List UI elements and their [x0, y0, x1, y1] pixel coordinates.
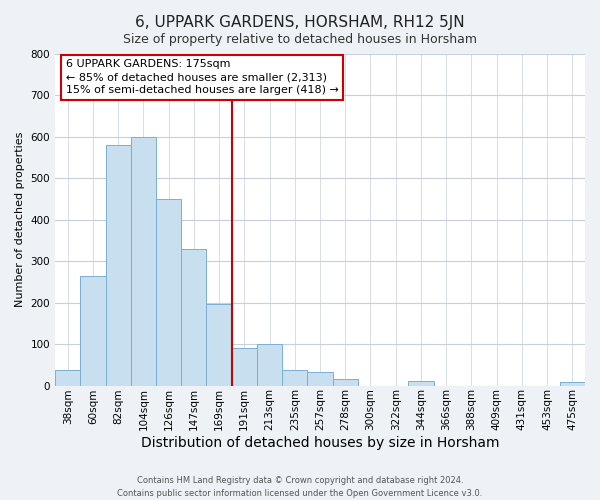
- Bar: [307, 372, 332, 386]
- Bar: [181, 249, 206, 386]
- Bar: [80, 276, 106, 386]
- Bar: [131, 137, 156, 386]
- Text: Size of property relative to detached houses in Horsham: Size of property relative to detached ho…: [123, 32, 477, 46]
- Bar: [332, 380, 358, 386]
- Bar: [106, 145, 131, 386]
- Bar: [232, 348, 257, 386]
- Text: 6 UPPARK GARDENS: 175sqm
← 85% of detached houses are smaller (2,313)
15% of sem: 6 UPPARK GARDENS: 175sqm ← 85% of detach…: [65, 59, 338, 96]
- Bar: [257, 344, 282, 386]
- X-axis label: Distribution of detached houses by size in Horsham: Distribution of detached houses by size …: [141, 436, 499, 450]
- Bar: [560, 382, 585, 386]
- Bar: [156, 199, 181, 386]
- Bar: [409, 382, 434, 386]
- Bar: [206, 304, 232, 386]
- Text: Contains HM Land Registry data © Crown copyright and database right 2024.
Contai: Contains HM Land Registry data © Crown c…: [118, 476, 482, 498]
- Text: 6, UPPARK GARDENS, HORSHAM, RH12 5JN: 6, UPPARK GARDENS, HORSHAM, RH12 5JN: [135, 15, 465, 30]
- Bar: [55, 370, 80, 386]
- Bar: [282, 370, 307, 386]
- Y-axis label: Number of detached properties: Number of detached properties: [15, 132, 25, 308]
